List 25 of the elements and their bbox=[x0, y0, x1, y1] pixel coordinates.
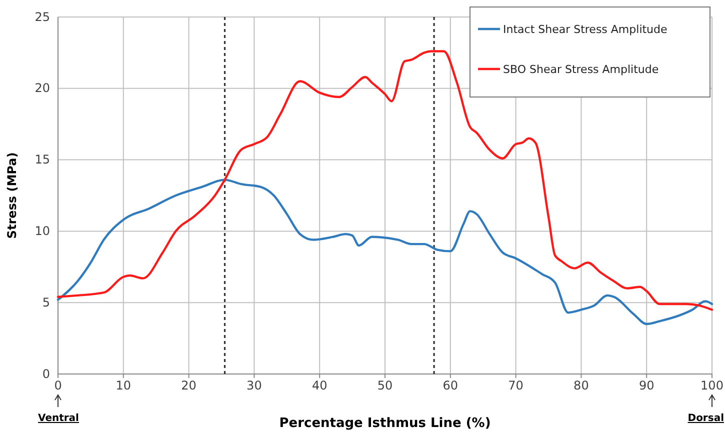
legend-label: SBO Shear Stress Amplitude bbox=[503, 63, 659, 76]
text: Ventral bbox=[38, 413, 79, 424]
legend-label: Intact Shear Stress Amplitude bbox=[503, 23, 668, 36]
x-tick-label: 90 bbox=[638, 378, 654, 393]
y-tick-label: 20 bbox=[34, 81, 50, 96]
x-tick-label: 100 bbox=[700, 378, 724, 393]
y-tick-label: 0 bbox=[42, 366, 50, 381]
x-tick-label: 40 bbox=[312, 378, 328, 393]
x-tick-label: 20 bbox=[181, 378, 196, 393]
y-tick-label: 10 bbox=[34, 224, 50, 238]
text: Dorsal bbox=[688, 413, 724, 424]
y-tick-label: 15 bbox=[34, 152, 50, 167]
line-series bbox=[56, 178, 714, 326]
x-tick-label: 60 bbox=[442, 378, 458, 393]
x-tick-label: 10 bbox=[116, 378, 132, 393]
x-tick-label: 0 bbox=[54, 378, 62, 393]
x-axis-title: Percentage Isthmus Line (%) bbox=[279, 416, 491, 431]
y-tick-label: 5 bbox=[42, 295, 50, 310]
x-tick-label: 50 bbox=[377, 378, 393, 393]
line-series bbox=[56, 50, 714, 311]
y-tick-label: 25 bbox=[34, 10, 50, 24]
x-tick-label: 70 bbox=[508, 378, 524, 393]
x-tick-label: 80 bbox=[574, 378, 589, 393]
x-tick-label: 30 bbox=[246, 378, 262, 393]
y-axis-title: Stress (MPa) bbox=[5, 152, 19, 239]
